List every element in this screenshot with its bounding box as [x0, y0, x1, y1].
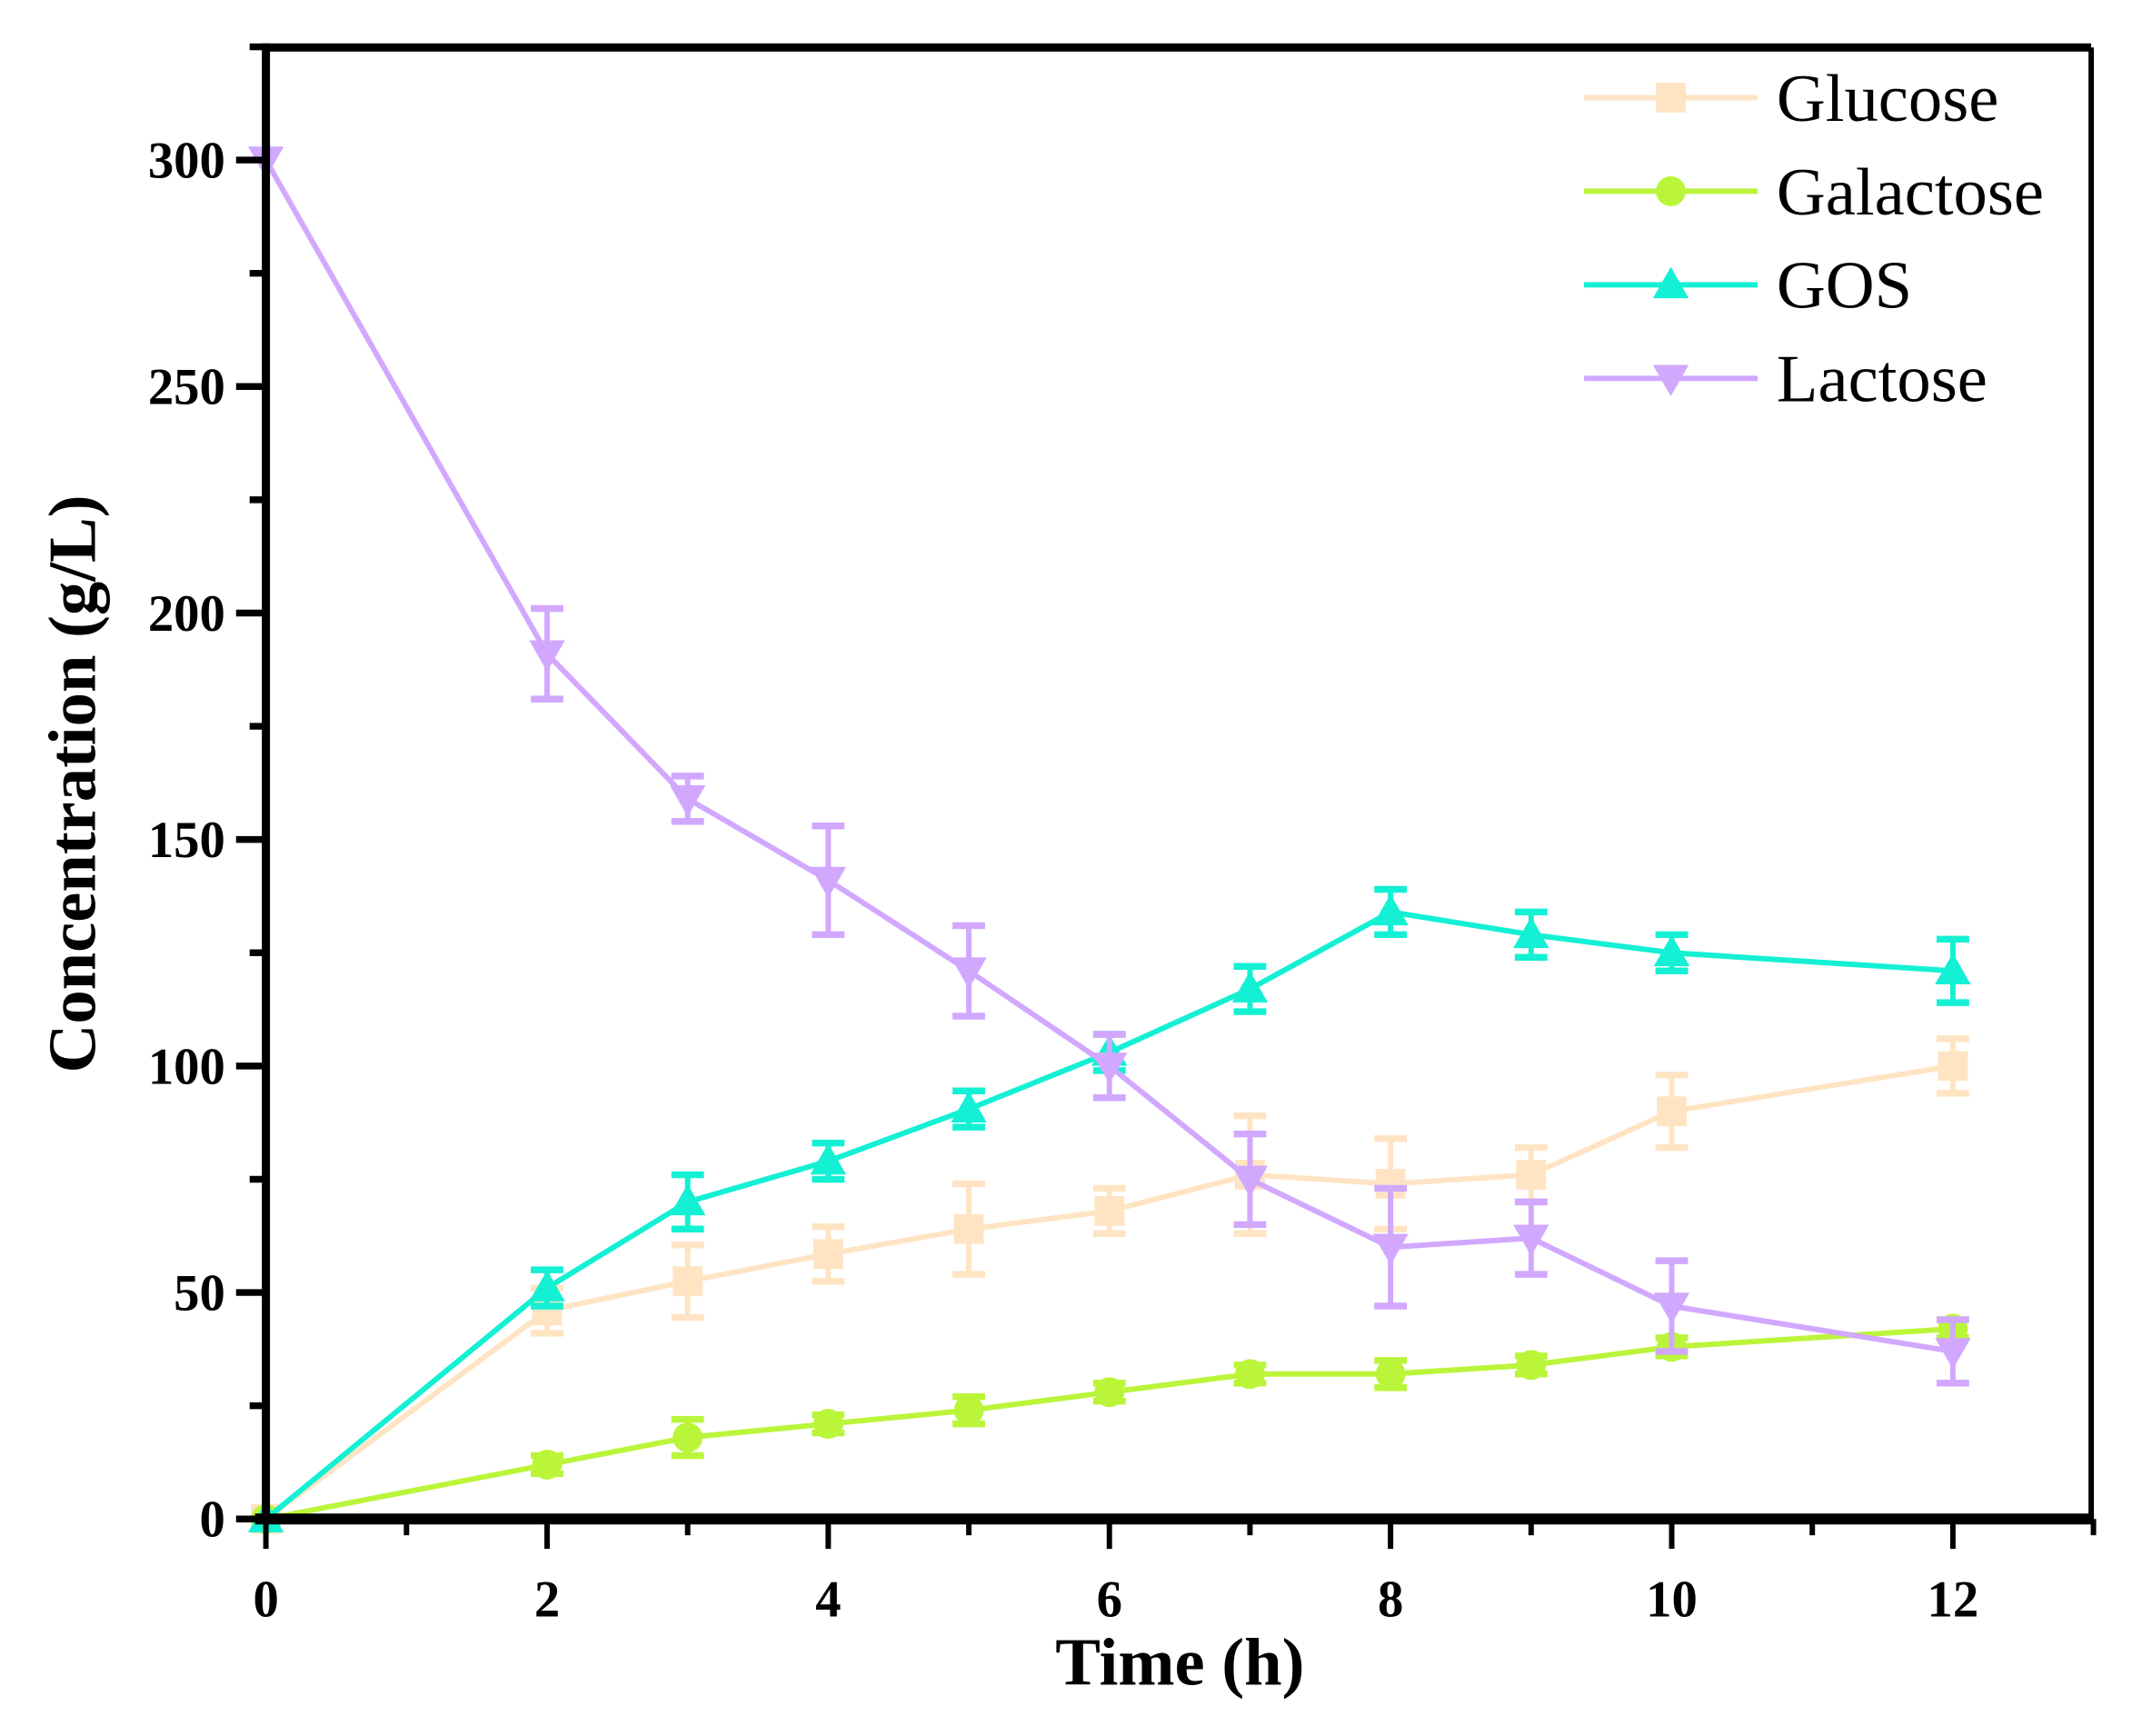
data-point-lactose	[1231, 1165, 1269, 1198]
data-point-lactose	[1091, 1053, 1128, 1084]
data-point-glucose	[1094, 1195, 1125, 1226]
series-line-glucose	[264, 1063, 1954, 1521]
x-tick-label: 10	[1646, 1571, 1698, 1629]
data-point-glucose	[1516, 1160, 1547, 1190]
data-point-lactose	[1513, 1224, 1549, 1256]
data-point-galactose	[532, 1450, 563, 1480]
x-tick-label: 0	[253, 1571, 278, 1629]
axes: 0 2 4 6 8 10 12 0 50 100 150 200 250 300	[148, 43, 2097, 1629]
series-galactose	[251, 1313, 1969, 1534]
data-point-galactose	[672, 1422, 703, 1452]
legend-label-gos: GOS	[1777, 249, 1912, 324]
data-point-glucose	[1657, 1096, 1687, 1127]
data-point-glucose	[1938, 1051, 1968, 1082]
data-point-lactose	[529, 640, 565, 673]
data-point-glucose	[812, 1239, 843, 1270]
data-point-gos	[1513, 916, 1549, 949]
data-point-glucose	[672, 1266, 703, 1297]
data-point-gos	[1935, 953, 1971, 984]
legend-label-lactose: Lactose	[1777, 343, 1988, 417]
data-point-glucose	[953, 1213, 984, 1244]
data-point-galactose	[1375, 1359, 1406, 1390]
x-tick-label: 2	[534, 1571, 560, 1629]
data-point-gos	[810, 1142, 847, 1175]
data-point-lactose	[951, 957, 987, 989]
y-tick-label: 100	[148, 1038, 225, 1095]
data-point-galactose	[953, 1395, 984, 1426]
x-tick-label: 12	[1928, 1571, 1979, 1629]
plot-marks	[247, 146, 1971, 1534]
data-point-gos	[1231, 971, 1269, 1003]
legend: Glucose Galactose GOS Lactose	[1584, 62, 2044, 417]
y-tick-label: 50	[174, 1264, 225, 1322]
x-tick-label: 8	[1378, 1571, 1403, 1629]
legend-marker-lactose	[1652, 364, 1689, 397]
x-axis-label: Time (h)	[1055, 1625, 1304, 1700]
data-point-gos	[1372, 893, 1409, 926]
data-point-galactose	[1516, 1350, 1547, 1381]
y-tick-label: 0	[200, 1492, 225, 1549]
data-point-lactose	[1935, 1338, 1971, 1370]
y-tick-label: 200	[148, 585, 225, 643]
data-point-lactose	[810, 866, 847, 899]
legend-label-galactose: Galactose	[1777, 155, 2044, 230]
data-point-galactose	[1235, 1359, 1265, 1390]
data-point-gos	[951, 1091, 987, 1122]
y-axis-label: Concentration (g/L)	[36, 494, 111, 1073]
y-tick-label: 300	[148, 132, 225, 189]
data-point-galactose	[812, 1409, 843, 1440]
legend-label-glucose: Glucose	[1777, 62, 1998, 136]
y-tick-label: 150	[148, 812, 225, 869]
x-tick-label: 6	[1097, 1571, 1122, 1629]
data-point-lactose	[1653, 1292, 1690, 1324]
series-line-lactose	[264, 158, 1954, 1354]
legend-marker-glucose	[1656, 83, 1686, 113]
x-tick-label: 4	[815, 1571, 841, 1629]
data-point-lactose	[1372, 1233, 1409, 1265]
series-line-galactose	[265, 1325, 1954, 1522]
data-point-lactose	[669, 785, 706, 817]
data-point-gos	[529, 1270, 565, 1302]
legend-marker-galactose	[1656, 175, 1686, 206]
data-point-gos	[1653, 934, 1690, 967]
data-point-gos	[669, 1183, 706, 1216]
legend-marker-gos	[1652, 266, 1689, 299]
y-tick-label: 250	[148, 359, 225, 416]
data-point-galactose	[1094, 1377, 1125, 1408]
series-glucose	[251, 1035, 1969, 1534]
series-lactose	[247, 146, 1971, 1387]
